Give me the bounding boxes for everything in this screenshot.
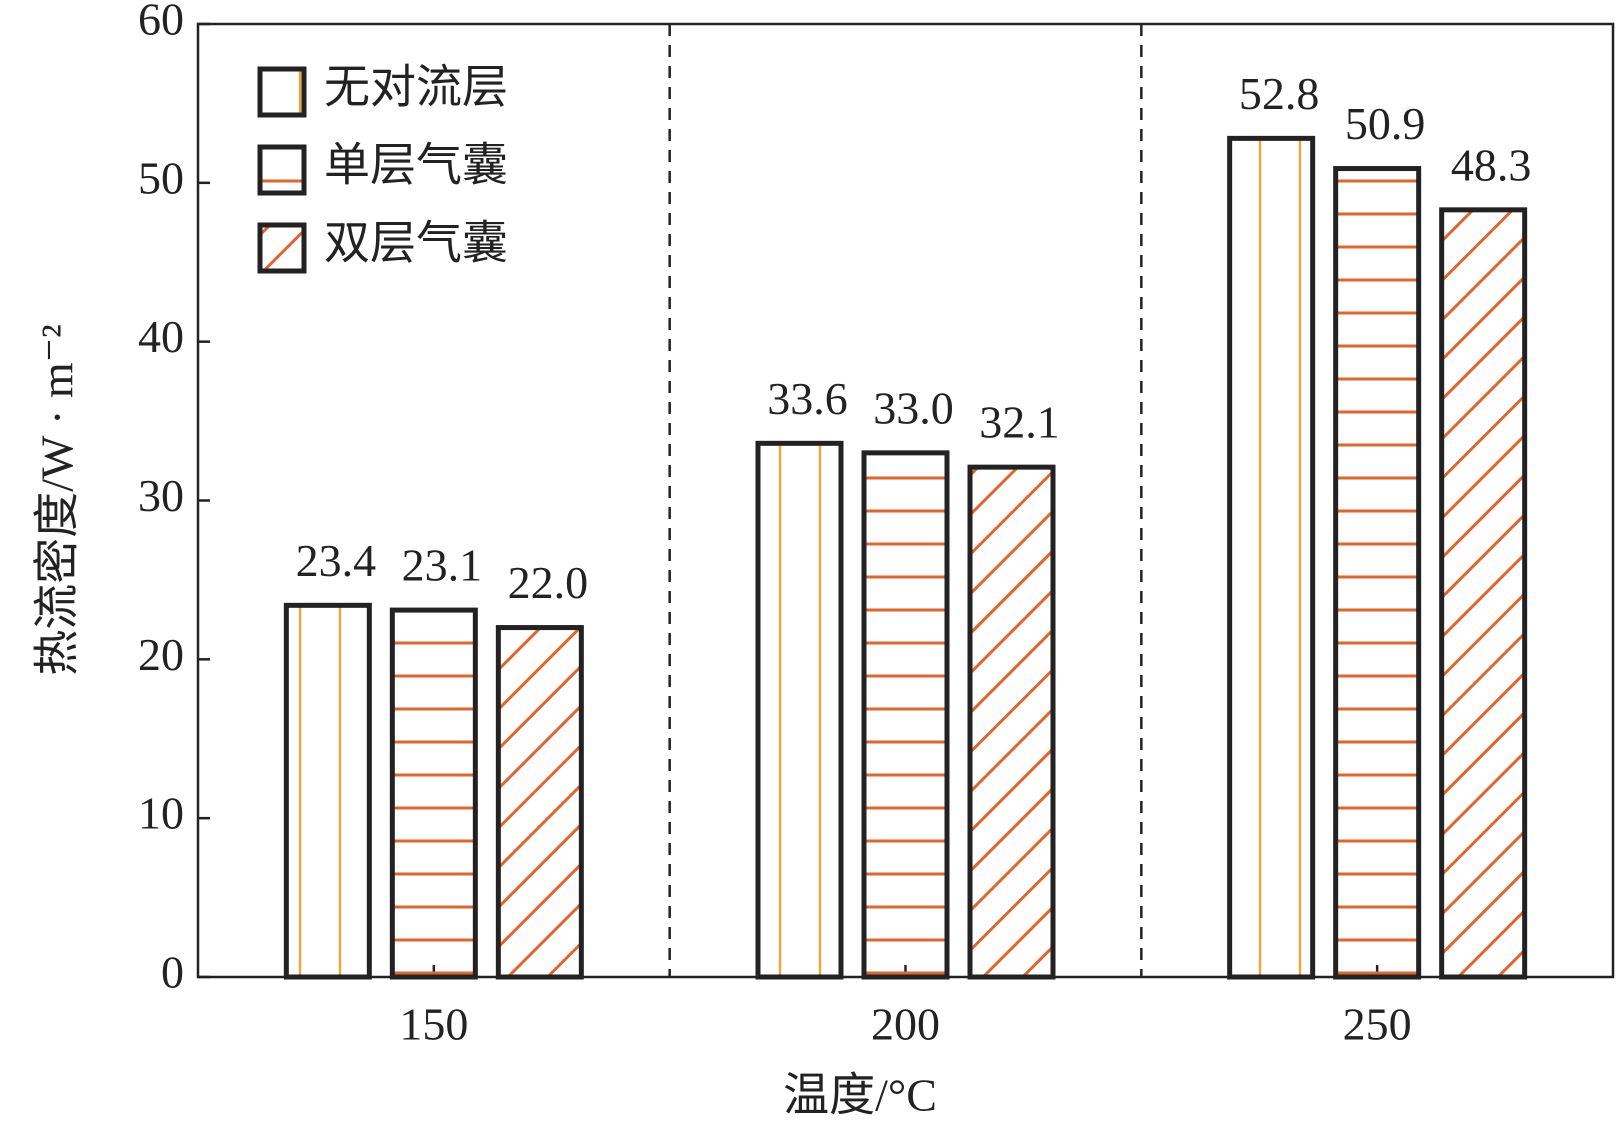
value-label: 33.6 [767, 373, 848, 424]
bar [1439, 207, 1528, 980]
value-label: 23.1 [402, 540, 483, 591]
bar [755, 440, 844, 980]
value-label: 50.9 [1345, 98, 1426, 149]
y-tick-label: 30 [138, 470, 184, 521]
bar [861, 450, 950, 980]
x-tick-label: 250 [1343, 999, 1412, 1050]
legend-swatch [257, 222, 307, 274]
value-label: 48.3 [1451, 139, 1532, 190]
bar [967, 464, 1056, 980]
bar [389, 607, 478, 980]
legend-swatch [257, 66, 307, 118]
x-tick-label: 200 [871, 999, 940, 1050]
bar [1333, 166, 1422, 980]
y-tick-label: 10 [138, 788, 184, 839]
y-tick-label: 60 [138, 0, 184, 45]
value-label: 33.0 [873, 382, 954, 433]
x-tick-label: 150 [399, 999, 468, 1050]
y-tick-label: 40 [138, 311, 184, 362]
plot-frame [196, 22, 1615, 979]
bar [495, 625, 584, 980]
y-axis-label: 热流密度/W · m⁻² [32, 324, 83, 676]
value-label: 23.4 [296, 535, 377, 586]
bar [283, 602, 372, 980]
value-label: 22.0 [508, 557, 589, 608]
x-axis-label: 温度/°C [783, 1070, 937, 1121]
value-label: 32.1 [979, 397, 1060, 448]
legend-label: 双层气囊 [324, 218, 508, 269]
legend-label: 无对流层 [324, 62, 508, 113]
y-tick-label: 20 [138, 629, 184, 680]
value-label: 52.8 [1239, 68, 1320, 119]
y-tick-label: 0 [161, 947, 184, 998]
legend-swatch [257, 144, 307, 196]
y-tick-label: 50 [138, 152, 184, 203]
legend-label: 单层气囊 [324, 140, 508, 191]
bar [1227, 135, 1316, 980]
